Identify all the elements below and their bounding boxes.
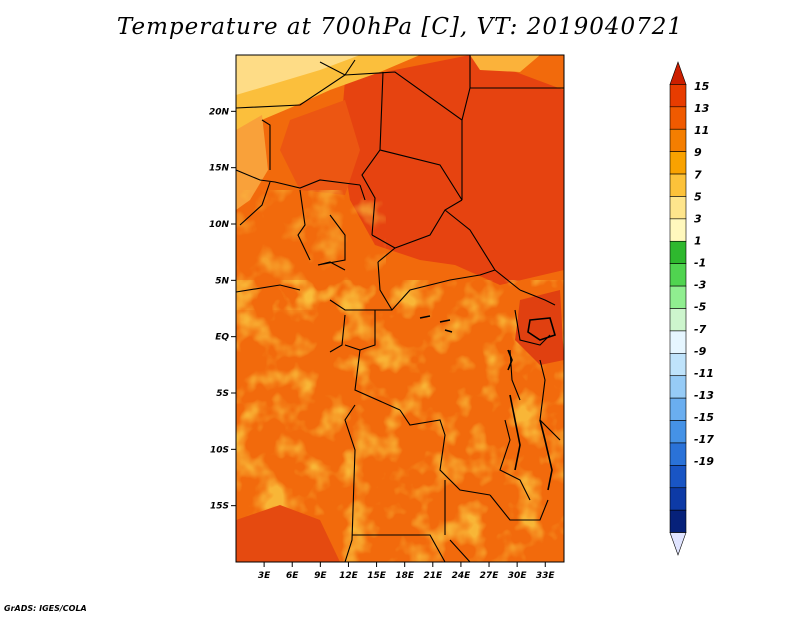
lon-tick-label: 27E: [480, 571, 500, 581]
colorbar-swatch: [669, 218, 687, 242]
colorbar-label: 3: [694, 212, 702, 225]
field-core-north: [340, 55, 564, 285]
colorbar-label: -11: [694, 367, 714, 380]
lon-tick-label: 6E: [286, 571, 299, 581]
river-segments: [419, 315, 453, 333]
country-borders: [236, 55, 564, 562]
lake-tanganyika: [509, 394, 521, 471]
colorbar-bottom-arrow: [669, 532, 687, 556]
colorbar-swatch: [669, 397, 687, 421]
colorbar-swatch: [669, 196, 687, 220]
colorbar-label: -17: [694, 433, 714, 446]
colorbar-label: 5: [694, 190, 702, 203]
colorbar-swatch: [669, 353, 687, 377]
colorbar-label: 9: [694, 146, 702, 159]
colorbar-label: -1: [694, 257, 706, 270]
lon-tick-label: 12E: [339, 571, 359, 581]
colorbar-label: -7: [694, 323, 707, 336]
field-mottle-west: [236, 190, 386, 310]
lon-tick-label: 30E: [508, 571, 528, 581]
grads-credit: GrADS: IGES/COLA: [4, 604, 87, 613]
field-pale-north: [236, 55, 360, 95]
lon-tick-label: 21E: [423, 571, 443, 581]
colorbar-label: -19: [694, 455, 714, 468]
field-patch-west: [280, 100, 360, 195]
lat-tick-label: 20N: [209, 107, 230, 117]
colorbar-swatch: [669, 128, 687, 152]
colorbar-swatch: [669, 173, 687, 197]
colorbar-swatch: [669, 330, 687, 354]
lat-tick-label: 5N: [215, 276, 229, 286]
lake-malawi: [539, 419, 553, 491]
colorbar-label: -15: [694, 411, 714, 424]
colorbar-top-arrow: [669, 61, 687, 85]
colorbar-swatch: [669, 465, 687, 489]
longitude-axis: 3E 6E 9E 12E 15E 18E 21E 24E 27E 30E 33E: [258, 562, 556, 581]
temperature-field: [236, 55, 564, 562]
lat-tick-label: 10S: [210, 445, 229, 455]
colorbar-swatch: [669, 487, 687, 511]
lon-tick-label: 33E: [536, 571, 556, 581]
colorbar-swatch: [669, 240, 687, 264]
colorbar-label: 13: [694, 102, 710, 115]
field-warm-northeast: [470, 55, 540, 72]
lat-tick-label: EQ: [215, 333, 229, 343]
field-warm-coast: [236, 115, 268, 210]
lon-tick-label: 18E: [395, 571, 415, 581]
colorbar-label: -5: [694, 301, 707, 314]
colorbar-swatch: [669, 84, 687, 108]
lat-tick-label: 15N: [209, 164, 230, 174]
lon-tick-label: 9E: [314, 571, 327, 581]
colorbar-label: -13: [694, 389, 714, 402]
lat-tick-label: 5S: [216, 389, 229, 399]
lat-tick-label: 10N: [209, 220, 230, 230]
colorbar-label: -9: [694, 345, 707, 358]
colorbar-label: 1: [694, 234, 702, 247]
colorbar: 15 13 11 9 7 5 3 1 -1 -3 -5 -7 -9 -11 -13 -15 -17 -19: [669, 61, 714, 556]
colorbar-swatch: [669, 151, 687, 175]
lake-victoria: [527, 317, 556, 341]
colorbar-swatch: [669, 263, 687, 287]
colorbar-label: 15: [694, 80, 710, 93]
lon-tick-label: 15E: [367, 571, 387, 581]
colorbar-label: 11: [694, 124, 709, 137]
lon-tick-label: 3E: [258, 571, 271, 581]
colorbar-swatch: [669, 509, 687, 533]
colorbar-swatch: [669, 442, 687, 466]
map-frame: [235, 54, 565, 563]
lat-tick-label: 15S: [210, 502, 229, 512]
colorbar-swatch: [669, 375, 687, 399]
field-hot-east: [515, 290, 564, 365]
colorbar-swatch: [669, 285, 687, 309]
latitude-axis: 20N 15N 10N 5N EQ 5S 10S 15S: [209, 107, 236, 512]
lakes: [419, 315, 556, 491]
colorbar-swatch: [669, 420, 687, 444]
colorbar-swatch: [669, 308, 687, 332]
chart-title: Temperature at 700hPa [C], VT: 201904072…: [116, 14, 684, 40]
colorbar-label: 7: [694, 168, 702, 181]
lake-kivu: [507, 349, 513, 371]
field-warm-southwest: [236, 505, 340, 562]
lon-tick-label: 24E: [452, 571, 472, 581]
colorbar-swatch: [669, 106, 687, 130]
colorbar-label: -3: [694, 279, 707, 292]
